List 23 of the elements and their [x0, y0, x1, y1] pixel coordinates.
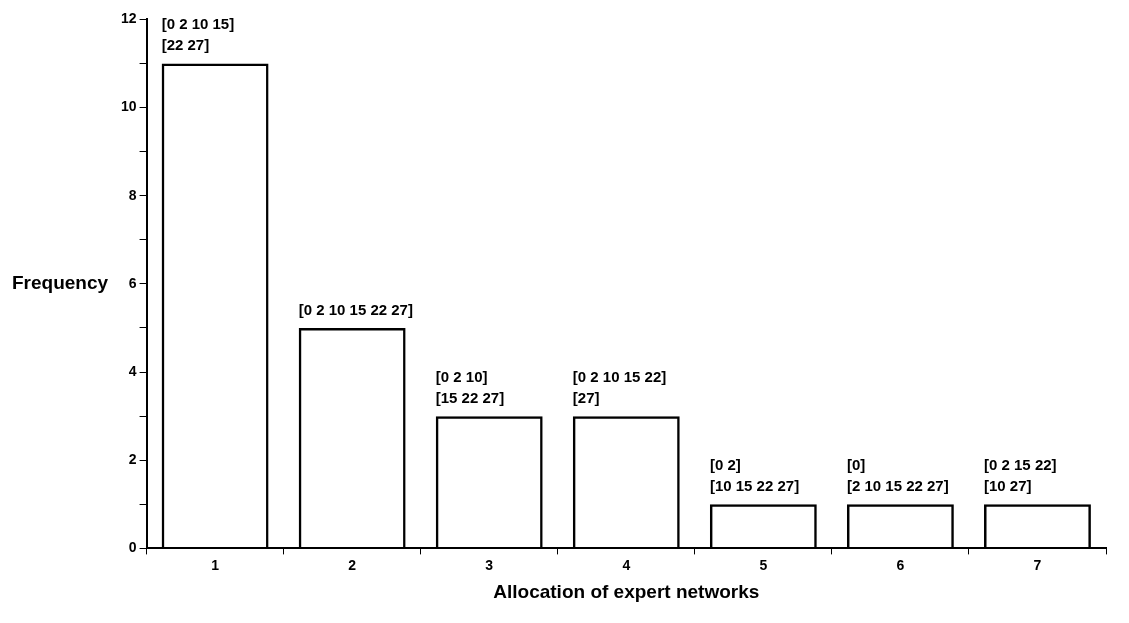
annotation: [0 2] [10 15 22 27]: [709, 455, 800, 494]
annotation: [0 2 10] [15 22 27]: [435, 367, 505, 406]
x-axis-title: Allocation of expert networks: [493, 580, 760, 602]
x-tick-label: 2: [348, 556, 357, 573]
annotation: [0 2 15 22] [10 27]: [984, 455, 1057, 494]
y-tick-label: 8: [128, 186, 137, 203]
x-tick-label: 1: [211, 556, 220, 573]
annotation: [0 2 10 15 22] [27]: [572, 367, 667, 406]
annotation: [0] [2 10 15 22 27]: [846, 455, 949, 494]
annotation: [0 2 10 15] [22 27]: [161, 15, 235, 54]
annotation: [0 2 10 15 22 27]: [298, 300, 413, 318]
y-tick-label: 10: [120, 98, 137, 115]
x-tick-label: 3: [485, 556, 494, 573]
x-tick-label: 5: [759, 556, 768, 573]
x-tick-label: 6: [896, 556, 905, 573]
y-tick-label: 0: [128, 539, 137, 556]
x-tick-label: 7: [1033, 556, 1042, 573]
y-tick-label: 6: [128, 274, 137, 291]
y-tick-label: 4: [128, 362, 137, 379]
x-tick-label: 4: [622, 556, 631, 573]
y-tick-label: 2: [128, 451, 137, 468]
y-axis-title: Frequency: [12, 272, 109, 294]
y-tick-label: 12: [120, 10, 137, 27]
